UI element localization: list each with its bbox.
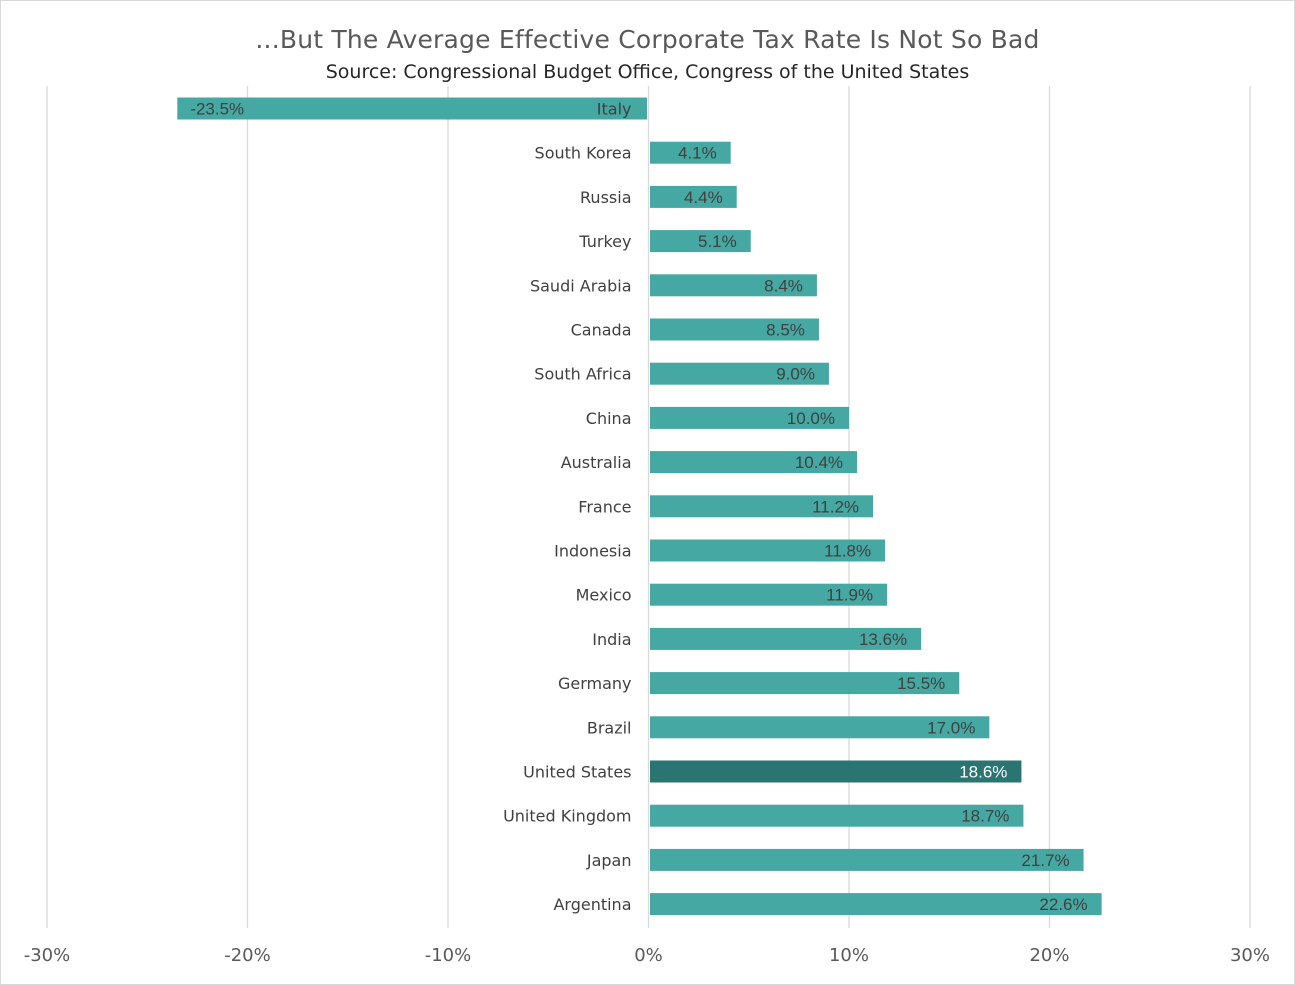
bar-france xyxy=(650,495,874,518)
category-label: France xyxy=(578,497,631,516)
bar-germany xyxy=(650,672,960,695)
bar-argentina xyxy=(650,893,1102,916)
bar-mexico xyxy=(650,583,888,606)
category-label: Brazil xyxy=(587,718,632,737)
category-label: Australia xyxy=(561,453,632,472)
x-tick-label: 10% xyxy=(829,945,869,966)
data-label: 10.4% xyxy=(795,453,843,472)
category-label: Italy xyxy=(597,100,632,119)
bar-south-africa xyxy=(650,362,829,385)
data-label: 11.9% xyxy=(826,586,873,605)
category-label: Germany xyxy=(558,674,632,693)
category-label: Japan xyxy=(586,851,632,870)
category-label: United States xyxy=(523,763,631,782)
bar-united-kingdom xyxy=(650,804,1024,827)
data-label: 17.0% xyxy=(927,718,975,737)
data-label: 18.6% xyxy=(959,763,1007,782)
category-label: China xyxy=(586,409,632,428)
data-label: 18.7% xyxy=(961,807,1009,826)
bar-canada xyxy=(650,318,819,341)
category-label: Indonesia xyxy=(554,542,631,561)
bar-india xyxy=(650,627,922,650)
bar-turkey xyxy=(650,230,751,253)
category-label: Turkey xyxy=(578,232,631,251)
bar-italy xyxy=(177,97,647,120)
x-tick-label: 0% xyxy=(634,945,663,966)
category-label: Saudi Arabia xyxy=(530,276,632,295)
category-label: India xyxy=(592,630,631,649)
data-label: 21.7% xyxy=(1021,851,1069,870)
data-label: 11.8% xyxy=(824,542,871,561)
data-label: 13.6% xyxy=(859,630,907,649)
x-tick-label: 20% xyxy=(1029,945,1069,966)
x-tick-label: -20% xyxy=(224,945,271,966)
category-labels: Italy South Korea Russia Turkey Saudi Arabia… xyxy=(503,100,631,915)
bars xyxy=(177,97,1102,916)
bar-indonesia xyxy=(650,539,886,562)
category-label: South Africa xyxy=(534,365,631,384)
data-label: 10.0% xyxy=(787,409,835,428)
data-label: 8.4% xyxy=(764,276,803,295)
x-tick-label: -30% xyxy=(24,945,71,966)
chart-title: ...But The Average Effective Corporate T… xyxy=(255,25,1040,54)
category-label: Russia xyxy=(580,188,631,207)
data-label: -23.5% xyxy=(190,100,244,119)
category-label: Argentina xyxy=(553,895,631,914)
bar-south-korea xyxy=(650,141,731,164)
x-tick-label: 30% xyxy=(1230,945,1270,966)
category-label: South Korea xyxy=(535,144,632,163)
bar-china xyxy=(650,406,849,429)
x-tick-label: -10% xyxy=(425,945,472,966)
bar-japan xyxy=(650,848,1084,871)
chart-subtitle: Source: Congressional Budget Office, Con… xyxy=(325,61,970,83)
data-label: 9.0% xyxy=(776,365,815,384)
data-label: 22.6% xyxy=(1039,895,1087,914)
data-labels: -23.5% 4.1% 4.4% 5.1% 8.4% 8.5% 9.0% 10.0% 10.4%… xyxy=(190,100,1087,915)
bar-saudi-arabia xyxy=(650,274,817,297)
data-label: 4.1% xyxy=(678,144,717,163)
data-label: 11.2% xyxy=(812,497,859,516)
category-label: Canada xyxy=(571,321,632,340)
data-label: 5.1% xyxy=(698,232,737,251)
category-label: Mexico xyxy=(576,586,632,605)
bar-united-states xyxy=(650,760,1022,783)
bar-australia xyxy=(650,451,858,474)
data-label: 4.4% xyxy=(684,188,723,207)
bar-brazil xyxy=(650,716,990,739)
data-label: 15.5% xyxy=(897,674,945,693)
bar-russia xyxy=(650,185,737,208)
x-axis-tick-labels: -30% -20% -10% 0% 10% 20% 30% xyxy=(24,945,1270,966)
data-label: 8.5% xyxy=(766,321,805,340)
gridlines xyxy=(46,86,1251,928)
category-label: United Kingdom xyxy=(503,807,631,826)
